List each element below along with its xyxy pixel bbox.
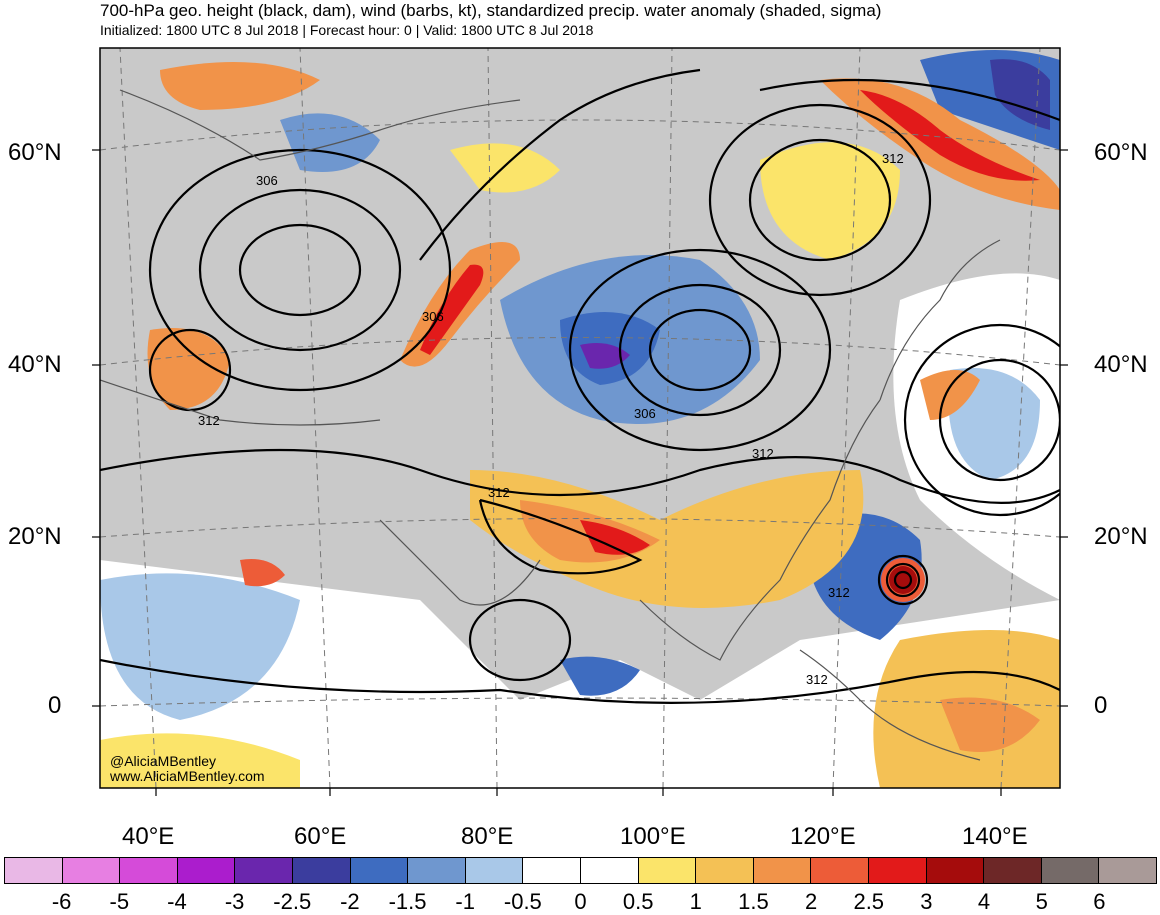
colorbar-swatch <box>811 858 869 883</box>
lat-label-right: 20°N <box>1094 523 1148 550</box>
contour-label: 312 <box>828 585 850 600</box>
colorbar <box>4 857 1157 884</box>
colorbar-swatch <box>984 858 1042 883</box>
lon-label: 60°E <box>294 823 347 850</box>
map-title: 700-hPa geo. height (black, dam), wind (… <box>100 1 882 20</box>
map-subtitle: Initialized: 1800 UTC 8 Jul 2018 | Forec… <box>100 22 594 38</box>
contour-label: 312 <box>488 485 510 500</box>
colorbar-label: 2.5 <box>853 889 885 914</box>
lon-label: 100°E <box>620 823 686 850</box>
credit-site: www.AliciaMBentley.com <box>110 768 265 784</box>
colorbar-swatch <box>523 858 581 883</box>
colorbar-swatch <box>350 858 409 883</box>
colorbar-swatch <box>177 858 236 883</box>
colorbar-swatch <box>638 858 697 883</box>
colorbar-label: -0.5 <box>503 889 542 914</box>
colorbar-label: 5 <box>1035 889 1048 914</box>
colorbar-swatch <box>926 858 985 883</box>
colorbar-label: 6 <box>1093 889 1106 914</box>
height-contours <box>100 68 1060 704</box>
colorbar-swatch <box>120 858 178 883</box>
lon-label: 40°E <box>122 823 175 850</box>
colorbar-label: 2 <box>804 889 818 914</box>
colorbar-swatch <box>62 858 121 883</box>
colorbar-label: -1.5 <box>388 889 427 914</box>
colorbar-labels: -6 -5 -4 -3 -2.5 -2 -1.5 -1 -0.5 0 0.5 1 1.5 2 2.5 3 4 5 6 <box>0 889 1160 914</box>
credit-handle: @AliciaMBentley <box>110 753 217 769</box>
colorbar-swatch <box>1041 858 1100 883</box>
colorbar-label: 1 <box>689 889 702 914</box>
colorbar-swatch <box>408 858 466 883</box>
colorbar-label: -1 <box>455 889 475 914</box>
colorbar-label: -4 <box>167 889 187 914</box>
contour-label: 312 <box>752 446 774 461</box>
colorbar-label: -3 <box>224 889 245 914</box>
contour-label: 306 <box>422 309 444 324</box>
lat-label-right: 40°N <box>1094 351 1148 378</box>
lat-label-left: 0 <box>48 692 62 719</box>
contour-label: 306 <box>634 406 656 421</box>
colorbar-swatch <box>465 858 524 883</box>
contour-label-group: 306 306 312 306 312 312 312 312 312 <box>198 151 904 687</box>
colorbar-label: -5 <box>109 889 130 914</box>
lon-label: 120°E <box>790 823 856 850</box>
contour-label: 312 <box>198 413 220 428</box>
lat-label-right: 0 <box>1094 692 1108 719</box>
lat-label-right: 60°N <box>1094 139 1148 166</box>
colorbar-label: 0 <box>574 889 587 914</box>
colorbar-label: 1.5 <box>738 889 769 914</box>
colorbar-label: 0.5 <box>622 889 654 914</box>
colorbar-label: -2 <box>340 889 360 914</box>
credit-text: @AliciaMBentley www.AliciaMBentley.com <box>110 754 265 784</box>
colorbar-swatch <box>753 858 812 883</box>
colorbar-swatch <box>292 858 351 883</box>
map-border <box>99 47 1061 789</box>
colorbar-label: -2.5 <box>273 889 312 914</box>
map-ticks <box>92 149 1068 796</box>
colorbar-swatch <box>5 858 63 883</box>
lat-label-left: 40°N <box>8 351 62 378</box>
colorbar-swatch <box>868 858 927 883</box>
colorbar-label: -6 <box>51 889 72 914</box>
colorbar-swatch <box>696 858 754 883</box>
contour-label: 312 <box>806 672 828 687</box>
contour-label: 306 <box>256 173 278 188</box>
lat-label-left: 20°N <box>8 523 62 550</box>
lon-label: 140°E <box>962 823 1028 850</box>
graticule <box>100 48 1060 788</box>
colorbar-swatch <box>580 858 639 883</box>
colorbar-label: 3 <box>920 889 933 914</box>
lon-label: 80°E <box>461 823 514 850</box>
coastlines <box>100 89 1001 761</box>
colorbar-swatch <box>1099 858 1156 883</box>
colorbar-label: 4 <box>977 889 991 914</box>
lat-label-left: 60°N <box>8 139 62 166</box>
contour-label: 312 <box>882 151 904 166</box>
colorbar-swatch <box>235 858 293 883</box>
